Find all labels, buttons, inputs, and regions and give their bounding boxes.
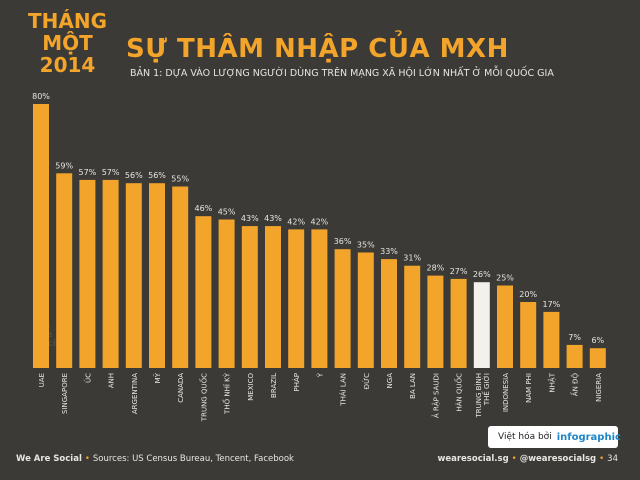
category-label-21: NAM PHI [525, 373, 533, 403]
value-label-7: 46% [195, 204, 213, 213]
category-label-6: CANADA [177, 373, 185, 403]
bar-9 [241, 226, 258, 368]
value-label-2: 57% [79, 168, 97, 177]
credit-text: Việt hóa bởi [498, 432, 552, 442]
category-label-22: NHẬT [547, 372, 556, 392]
month-badge: THÁNG MỘT 2014 [28, 10, 107, 76]
value-label-6: 55% [171, 175, 189, 184]
footer-sources: Sources: US Census Bureau, Tencent, Face… [92, 454, 294, 464]
category-label-19: TRUNG BÌNHTHẾ GIỚI [474, 373, 491, 419]
bar-19 [473, 282, 490, 368]
badge-year: 2014 [39, 53, 96, 77]
category-label-15: NGA [386, 373, 394, 389]
bar-12 [311, 229, 328, 368]
bar-21 [520, 302, 537, 368]
bar-0 [33, 104, 49, 368]
bar-11 [288, 229, 305, 368]
bar-15 [381, 259, 397, 368]
bar-6 [172, 186, 189, 368]
category-label-20: INDONESIA [502, 373, 510, 412]
bar-8 [218, 219, 235, 368]
category-label-24: NIGERIA [595, 373, 603, 402]
category-label-16: BA LAN [409, 373, 417, 399]
footer-left: We Are Social • Sources: US Census Bureau,… [16, 454, 294, 464]
footer-brand: We Are Social [16, 454, 82, 464]
category-label-10: BRAZIL [270, 373, 278, 398]
badge-month: THÁNG [28, 9, 108, 33]
category-label-18: HÀN QUỐC [454, 373, 464, 412]
category-label-23: ẤN ĐỘ [570, 373, 580, 397]
footer-handle[interactable]: @wearesocialsg [519, 454, 597, 464]
footer-site[interactable]: wearesocial.sg [437, 454, 509, 464]
bar-10 [265, 226, 281, 368]
value-label-11: 42% [287, 217, 305, 226]
value-label-16: 31% [403, 254, 421, 263]
value-label-20: 25% [496, 274, 514, 283]
category-label-2: ÚC [83, 373, 92, 383]
bar-1 [56, 173, 73, 368]
credit-badge[interactable]: Việt hóa bởi infographic [488, 426, 621, 448]
value-label-17: 28% [427, 264, 445, 273]
value-label-1: 59% [55, 161, 73, 170]
value-label-18: 27% [450, 267, 468, 276]
category-label-5: MỸ [153, 372, 162, 383]
page-subtitle: BẢN 1: DỰA VÀO LƯỢNG NGƯỜI DÙNG TRÊN MẠN… [130, 68, 554, 79]
category-label-13: THÁI LAN [339, 373, 348, 407]
value-label-0: 80% [32, 92, 50, 101]
category-label-8: THỔ NHĨ KỲ [222, 372, 232, 415]
value-label-5: 56% [148, 171, 166, 180]
category-label-4: ARGENTINA [131, 373, 139, 414]
bar-22 [543, 311, 560, 368]
value-label-19: 26% [473, 270, 491, 279]
category-label-17: Ả RẬP SAUDI [431, 373, 440, 418]
bar-13 [334, 249, 351, 368]
bar-20 [497, 285, 513, 368]
category-label-7: TRUNG QUỐC [198, 373, 208, 422]
value-label-15: 33% [380, 247, 398, 256]
category-label-11: PHÁP [292, 373, 301, 392]
category-label-0: UAE [38, 373, 46, 387]
value-label-24: 6% [591, 336, 604, 345]
footer-right: wearesocial.sg • @wearesocialsg • 34 [437, 454, 618, 464]
bar-17 [427, 275, 444, 368]
bar-2 [79, 179, 96, 368]
value-label-10: 43% [264, 214, 282, 223]
bar-3 [102, 179, 119, 368]
value-label-14: 35% [357, 241, 375, 250]
bar-14 [357, 252, 374, 368]
category-label-14: ĐỨC [362, 373, 371, 389]
bar-4 [125, 183, 142, 368]
page-title: SỰ THÂM NHẬP CỦA MXH [126, 34, 509, 64]
category-label-9: MEXICO [247, 373, 255, 401]
bar-18 [450, 278, 467, 368]
bar-16 [404, 265, 421, 368]
bar-24 [589, 348, 606, 368]
value-label-13: 36% [334, 237, 352, 246]
category-label-12: Ý [315, 372, 324, 378]
value-label-8: 45% [218, 208, 236, 217]
bar-5 [149, 183, 165, 368]
value-label-22: 17% [543, 300, 561, 309]
value-label-12: 42% [311, 217, 329, 226]
bar-7 [195, 216, 212, 368]
value-label-23: 7% [568, 333, 581, 342]
category-label-1: SINGAPORE [61, 373, 69, 414]
value-label-9: 43% [241, 214, 259, 223]
value-label-21: 20% [519, 290, 537, 299]
infographic-logo: infographic [556, 431, 621, 443]
value-label-3: 57% [102, 168, 120, 177]
value-label-4: 56% [125, 171, 143, 180]
badge-month-2: MỘT [42, 31, 93, 55]
page-number: 34 [607, 454, 618, 464]
bar-23 [566, 344, 583, 368]
category-label-3: ANH [108, 373, 116, 388]
